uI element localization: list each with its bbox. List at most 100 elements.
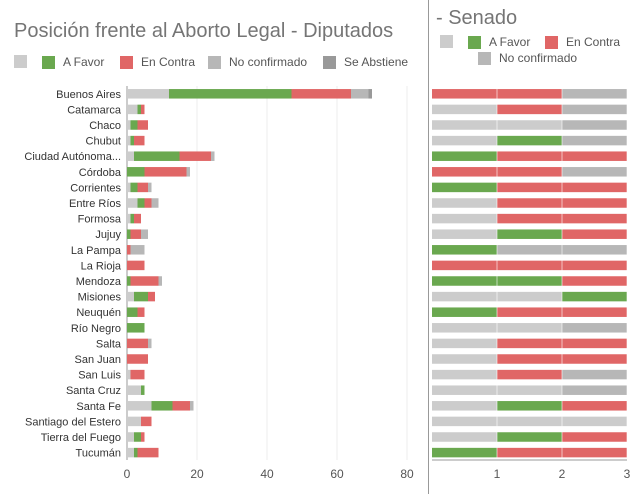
diputados-bar-segment-blank (127, 120, 131, 130)
senado-legend-item-en-contra: En Contra (545, 35, 620, 49)
diputados-category-label: La Rioja (81, 260, 122, 272)
senado-bar-segment-a-favor (432, 182, 497, 193)
diputados-category-label: Santiago del Estero (25, 416, 121, 428)
diputados-bar-segment-en-contra (172, 401, 190, 411)
senado-legend-item-blank (440, 35, 461, 48)
diputados-x-tick-label: 20 (190, 467, 204, 481)
diputados-bar-segment-en-contra (137, 307, 145, 317)
senado-bar-segment-blank (432, 401, 497, 411)
diputados-bar-segment-a-favor (127, 307, 138, 317)
diputados-category-label: Córdoba (79, 167, 122, 179)
diputados-bar-segment-a-favor (169, 89, 292, 99)
diputados-bar-segment-a-favor (130, 120, 138, 130)
diputados-x-tick-label: 80 (400, 467, 414, 481)
diputados-category-label: Tucumán (76, 448, 121, 460)
senado-legend-swatch-no-confirmado (478, 51, 491, 65)
diputados-category-label: Santa Cruz (66, 385, 121, 397)
senado-bar-segment-blank (432, 338, 497, 349)
senado-bar-segment-blank (432, 416, 627, 427)
diputados-bar-segment-a-favor (141, 385, 145, 395)
senado-bar-segment-a-favor (497, 229, 562, 239)
diputados-category-label: Catamarca (67, 104, 122, 116)
diputados-bar-segment-en-contra (127, 245, 131, 255)
diputados-bar-segment-blank (127, 401, 152, 411)
senado-bar-segment-blank (432, 213, 497, 224)
diputados-bar-segment-no-confirmado (158, 276, 162, 286)
diputados-bar-segment-blank (127, 104, 138, 115)
legend-item-a-favor: A Favor (42, 55, 104, 69)
diputados-bar-segment-no-confirmado (190, 401, 194, 411)
diputados-bar-segment-a-favor (127, 167, 145, 177)
diputados-category-label: La Pampa (71, 245, 122, 257)
legend-label-se-abstiene: Se Abstiene (344, 55, 409, 69)
diputados-bar-segment-blank (127, 151, 134, 161)
diputados-bar-segment-en-contra (137, 182, 148, 193)
diputados-bar-segment-a-favor (134, 432, 141, 442)
diputados-bar-segment-blank (127, 182, 131, 193)
legend-swatch-en-contra (120, 55, 133, 69)
senado-bar-segment-en-contra (497, 369, 562, 380)
legend-label-en-contra: En Contra (141, 55, 196, 69)
senado-legend-swatch-a-favor (468, 35, 481, 49)
diputados-bar-segment-a-favor (127, 276, 131, 286)
senado-bar-segment-no-confirmado (562, 369, 627, 380)
diputados-bar-segment-no-confirmado (141, 229, 148, 239)
diputados-x-tick-label: 40 (260, 467, 274, 481)
diputados-category-label: Jujuy (95, 229, 121, 241)
senado-bar-segment-en-contra (562, 276, 627, 286)
senado-bar-segment-no-confirmado (562, 120, 627, 130)
diputados-bar-segment-blank (127, 89, 169, 99)
senado-bar-segment-blank (432, 432, 497, 442)
senado-bar-segment-blank (432, 104, 497, 115)
diputados-bar-segment-en-contra (179, 151, 211, 161)
senado-legend-label-a-favor: A Favor (489, 35, 531, 49)
senado-legend-item-a-favor: A Favor (468, 35, 530, 49)
diputados-bar-segment-a-favor (134, 447, 138, 458)
diputados-bar-segment-blank (127, 291, 134, 302)
senado-bar-segment-no-confirmado (562, 89, 627, 99)
diputados-bar-segment-a-favor (130, 213, 134, 224)
senado-legend-label-no-confirmado: No confirmado (499, 51, 578, 65)
senado-bar-segment-blank (432, 354, 497, 364)
senado-bar-segment-a-favor (432, 151, 497, 161)
diputados-bar-segment-en-contra (127, 260, 145, 271)
senado-bar-segment-no-confirmado (562, 385, 627, 395)
senado-bar-segment-en-contra (562, 401, 627, 411)
legend-swatch-se-abstiene (323, 55, 336, 69)
diputados-category-label: Corrientes (70, 182, 121, 194)
diputados-bar-segment-se-abstiene (368, 89, 372, 99)
senado-legend-label-en-contra: En Contra (566, 35, 621, 49)
diputados-x-tick-label: 60 (330, 467, 344, 481)
diputados-category-label: San Luis (78, 370, 121, 382)
diputados-category-label: Misiones (78, 292, 122, 304)
diputados-category-label: Buenos Aires (56, 89, 121, 101)
diputados-category-label: Salta (96, 338, 122, 350)
senado-legend-swatch-blank (440, 35, 453, 48)
diputados-title: Posición frente al Aborto Legal - Diputa… (14, 20, 394, 42)
senado-bar-segment-a-favor (497, 432, 562, 442)
diputados-bar-segment-no-confirmado (351, 89, 369, 99)
senado-x-tick-label: 1 (494, 467, 501, 481)
diputados-bar-segment-a-favor (134, 291, 148, 302)
diputados-category-label: Santa Fe (76, 401, 121, 413)
diputados-bar-segment-blank (127, 385, 141, 395)
legend-swatch-blank (14, 55, 27, 68)
senado-legend-item-no-confirmado: No confirmado (478, 51, 577, 65)
legend-swatch-no-confirmado (208, 55, 221, 69)
diputados-bar-segment-en-contra (137, 447, 159, 458)
diputados-bar-segment-en-contra (141, 432, 145, 442)
senado-bar-segment-a-favor (497, 135, 562, 146)
diputados-category-label: Mendoza (76, 276, 122, 288)
legend-item-se-abstiene: Se Abstiene (323, 55, 408, 69)
diputados-bar-segment-no-confirmado (148, 338, 152, 349)
diputados-bar-segment-blank (127, 447, 134, 458)
diputados-bar-segment-a-favor (151, 401, 173, 411)
senado-bar-segment-en-contra (562, 229, 627, 239)
senado-bar-segment-blank (432, 229, 497, 239)
diputados-bar-segment-blank (127, 432, 134, 442)
senado-bar-segment-no-confirmado (562, 323, 627, 333)
diputados-bar-segment-en-contra (148, 291, 155, 302)
senado-bar-segment-en-contra (432, 260, 627, 271)
legend-item-no-confirmado: No confirmado (208, 55, 307, 69)
diputados-bar-segment-no-confirmado (186, 167, 190, 177)
